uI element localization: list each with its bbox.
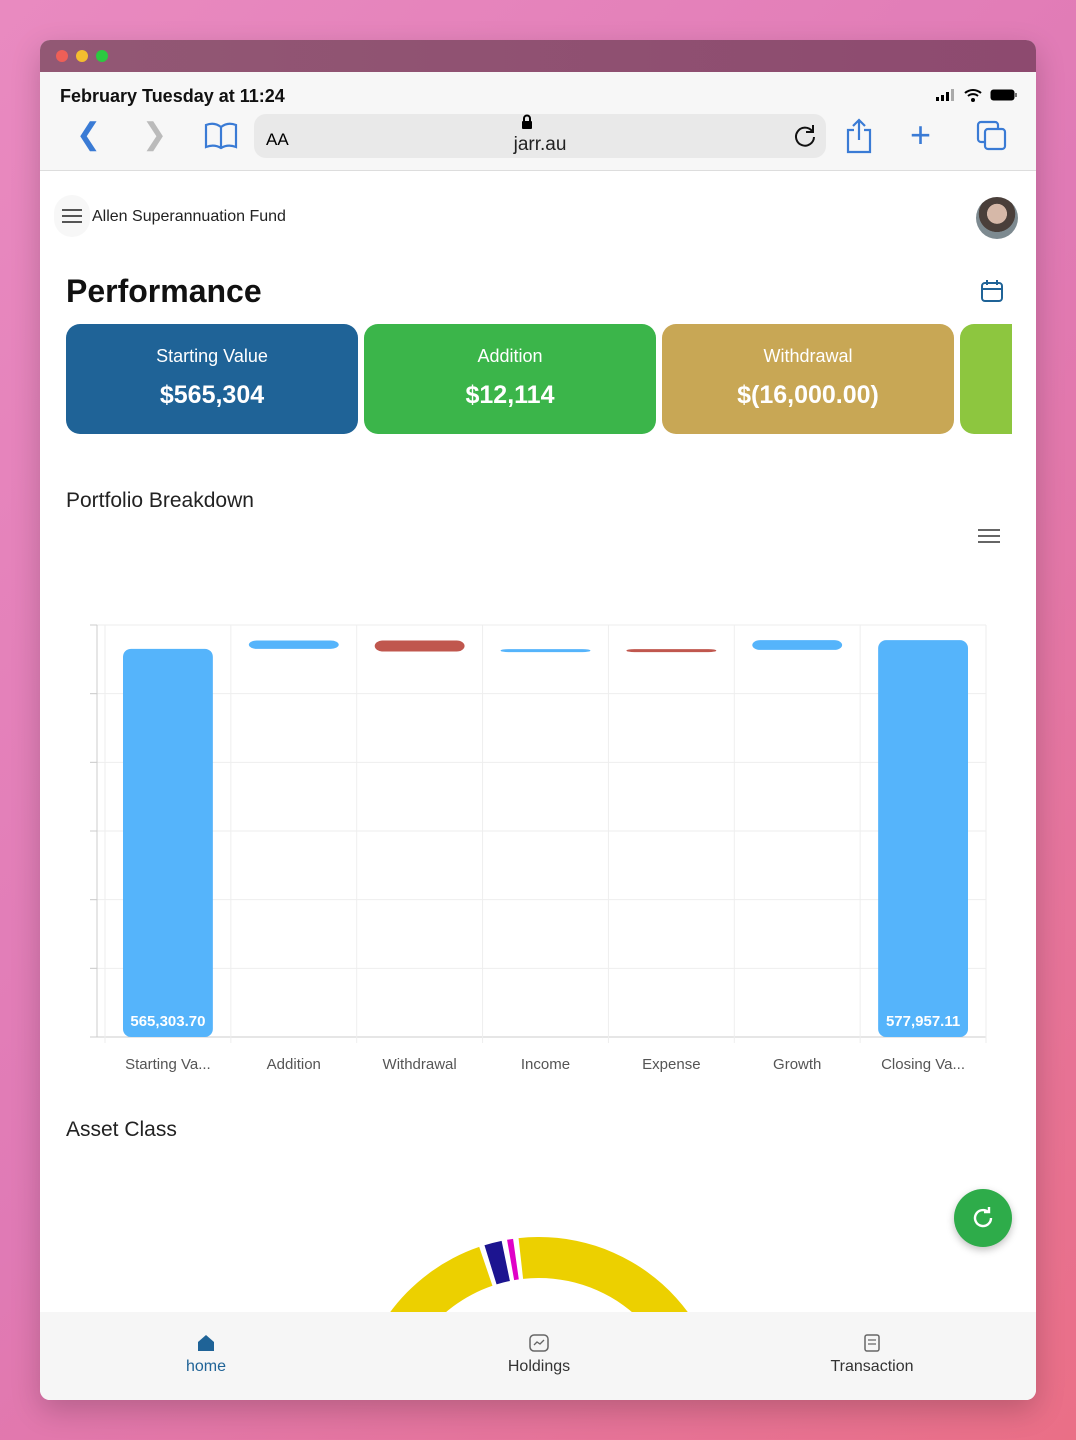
card-value: $565,304 (159, 381, 265, 409)
bar-growth[interactable] (752, 640, 843, 650)
bookmarks-icon[interactable] (204, 122, 238, 150)
card-value: $12,114 (465, 381, 555, 409)
home-icon (198, 1335, 214, 1351)
status-time: February Tuesday at 11:24 (60, 86, 285, 106)
card-label: Starting Value (156, 346, 268, 366)
reload-icon[interactable] (792, 123, 818, 149)
tab-transaction[interactable]: Transaction (772, 1334, 972, 1376)
calendar-icon[interactable] (980, 279, 1004, 303)
x-tick-label: Starting Va... (125, 1056, 211, 1073)
x-tick-label: Growth (773, 1056, 821, 1073)
avatar[interactable] (976, 197, 1018, 239)
title-bar (40, 40, 1036, 72)
tab-home[interactable]: home (106, 1334, 306, 1376)
battery-icon (990, 89, 1017, 101)
chart-menu-icon[interactable] (978, 529, 1000, 543)
new-tab-icon[interactable]: + (910, 114, 932, 155)
withdrawal-card[interactable]: Withdrawal $(16,000.00) (662, 324, 954, 434)
x-tick-label: Addition (267, 1056, 321, 1073)
tab-holdings[interactable]: Holdings (439, 1334, 639, 1376)
app-title: Allen Superannuation Fund (92, 208, 286, 225)
x-tick-label: Income (521, 1056, 570, 1073)
card-value: $(16,000.00) (737, 381, 879, 409)
partial-card[interactable] (960, 324, 1012, 434)
bar-closing-va-[interactable] (878, 640, 968, 1037)
card-label: Addition (477, 346, 543, 366)
x-tick-label: Closing Va... (881, 1056, 965, 1073)
asset-class-chart (355, 1237, 723, 1400)
tabs-icon[interactable] (976, 120, 1008, 152)
bar-addition[interactable] (248, 640, 339, 649)
url-text: jarr.au (513, 134, 567, 155)
bottom-tab-bar: home Holdings Transaction (40, 1312, 1036, 1400)
tab-label: Transaction (830, 1358, 914, 1375)
minimize-window-button[interactable] (76, 50, 88, 62)
x-tick-label: Withdrawal (383, 1056, 457, 1073)
close-window-button[interactable] (56, 50, 68, 62)
starting-value-card[interactable]: Starting Value $565,304 (66, 324, 358, 434)
text-size-button[interactable]: AA (266, 130, 289, 149)
data-label: 577,957.11 (886, 1013, 960, 1030)
addition-card[interactable]: Addition $12,114 (364, 324, 656, 434)
donut-segment[interactable] (484, 1240, 510, 1285)
back-icon[interactable]: ❮ (76, 118, 102, 151)
receipt-icon (864, 1334, 880, 1352)
app-content: Allen Superannuation Fund Performance St… (40, 171, 1036, 1400)
chart-icon (529, 1334, 549, 1352)
page-title: Performance (66, 273, 262, 309)
browser-window: February Tuesday at 11:24 ❮ ❯ AA jarr.au… (40, 40, 1036, 1400)
portfolio-breakdown-title: Portfolio Breakdown (66, 489, 254, 512)
donut-segment[interactable] (507, 1238, 519, 1281)
tab-label: home (185, 1358, 227, 1375)
x-tick-label: Expense (642, 1056, 700, 1073)
bar-expense[interactable] (626, 649, 717, 653)
tab-label: Holdings (507, 1358, 571, 1375)
menu-button[interactable] (54, 195, 90, 237)
forward-icon[interactable]: ❯ (142, 118, 168, 151)
data-label: 565,303.70 (130, 1013, 205, 1030)
bar-starting-va-[interactable] (123, 648, 213, 1037)
bar-income[interactable] (500, 649, 591, 653)
refresh-icon (973, 1207, 993, 1228)
portfolio-breakdown-chart: 565,303.70 Starting Va... Addition Withdraw… (90, 624, 987, 1073)
card-label: Withdrawal (763, 346, 853, 366)
address-bar[interactable]: AA jarr.au (254, 114, 826, 158)
signal-icon (936, 89, 954, 101)
wifi-icon (964, 89, 982, 102)
asset-class-title: Asset Class (66, 1118, 177, 1141)
menu-icon (62, 209, 82, 223)
refresh-button[interactable] (954, 1189, 1012, 1247)
share-icon[interactable] (844, 118, 874, 154)
maximize-window-button[interactable] (96, 50, 108, 62)
safari-toolbar: February Tuesday at 11:24 ❮ ❯ AA jarr.au… (40, 72, 1036, 171)
bar-withdrawal[interactable] (374, 640, 465, 652)
lock-icon (522, 114, 532, 129)
